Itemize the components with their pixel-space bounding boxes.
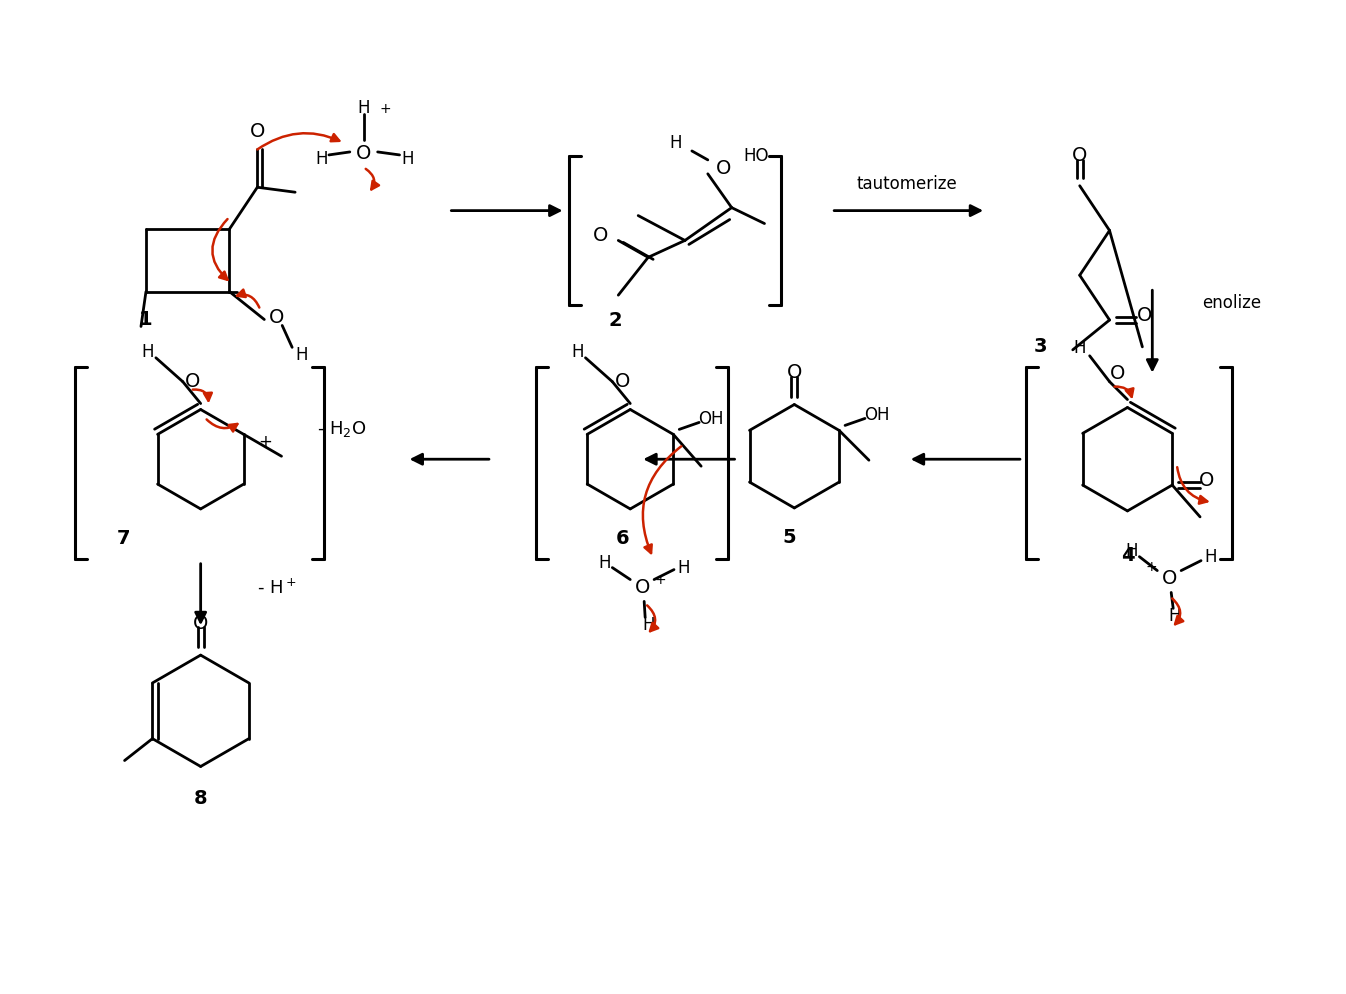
Text: O: O bbox=[716, 159, 731, 178]
Text: O: O bbox=[1162, 569, 1176, 588]
Text: O: O bbox=[192, 613, 209, 633]
Text: 5: 5 bbox=[782, 528, 795, 548]
Text: O: O bbox=[615, 372, 630, 392]
Text: OH: OH bbox=[699, 411, 724, 428]
Text: O: O bbox=[634, 578, 650, 597]
Text: 2: 2 bbox=[608, 311, 622, 330]
Text: tautomerize: tautomerize bbox=[856, 175, 957, 193]
Text: O: O bbox=[786, 363, 802, 383]
Text: H: H bbox=[401, 150, 413, 168]
Text: 4: 4 bbox=[1121, 546, 1135, 566]
Text: O: O bbox=[249, 122, 265, 141]
Text: H: H bbox=[1168, 607, 1180, 625]
Text: 3: 3 bbox=[1034, 337, 1047, 356]
Text: H: H bbox=[670, 134, 682, 152]
Text: - H$^+$: - H$^+$ bbox=[257, 579, 297, 598]
Text: enolize: enolize bbox=[1202, 294, 1261, 312]
Text: H: H bbox=[1125, 542, 1137, 560]
Text: H: H bbox=[141, 343, 155, 361]
Text: O: O bbox=[592, 226, 608, 245]
Text: H: H bbox=[358, 99, 370, 117]
Text: O: O bbox=[184, 372, 201, 392]
Text: O: O bbox=[1199, 470, 1214, 490]
Text: +: + bbox=[654, 573, 666, 586]
Text: - H$_2$O: - H$_2$O bbox=[318, 419, 366, 439]
Text: H: H bbox=[296, 346, 308, 364]
Text: 7: 7 bbox=[116, 529, 129, 549]
Text: 6: 6 bbox=[615, 529, 629, 549]
Text: +: + bbox=[380, 102, 392, 116]
Text: OH: OH bbox=[864, 407, 890, 424]
Text: O: O bbox=[1136, 305, 1152, 324]
Text: O: O bbox=[1110, 364, 1125, 384]
Text: 1: 1 bbox=[139, 310, 153, 329]
Text: +: + bbox=[258, 433, 272, 451]
Text: H: H bbox=[642, 616, 654, 634]
Text: H: H bbox=[1074, 339, 1086, 357]
Text: H: H bbox=[677, 559, 690, 577]
Text: H: H bbox=[598, 554, 611, 572]
Text: H: H bbox=[316, 150, 328, 168]
Text: HO: HO bbox=[743, 147, 769, 165]
Text: O: O bbox=[269, 308, 284, 327]
Text: O: O bbox=[1071, 146, 1088, 165]
Text: H: H bbox=[571, 343, 584, 361]
Text: +: + bbox=[1145, 560, 1158, 574]
Text: H: H bbox=[1205, 548, 1217, 566]
Text: O: O bbox=[357, 144, 371, 163]
Text: 8: 8 bbox=[194, 789, 207, 808]
